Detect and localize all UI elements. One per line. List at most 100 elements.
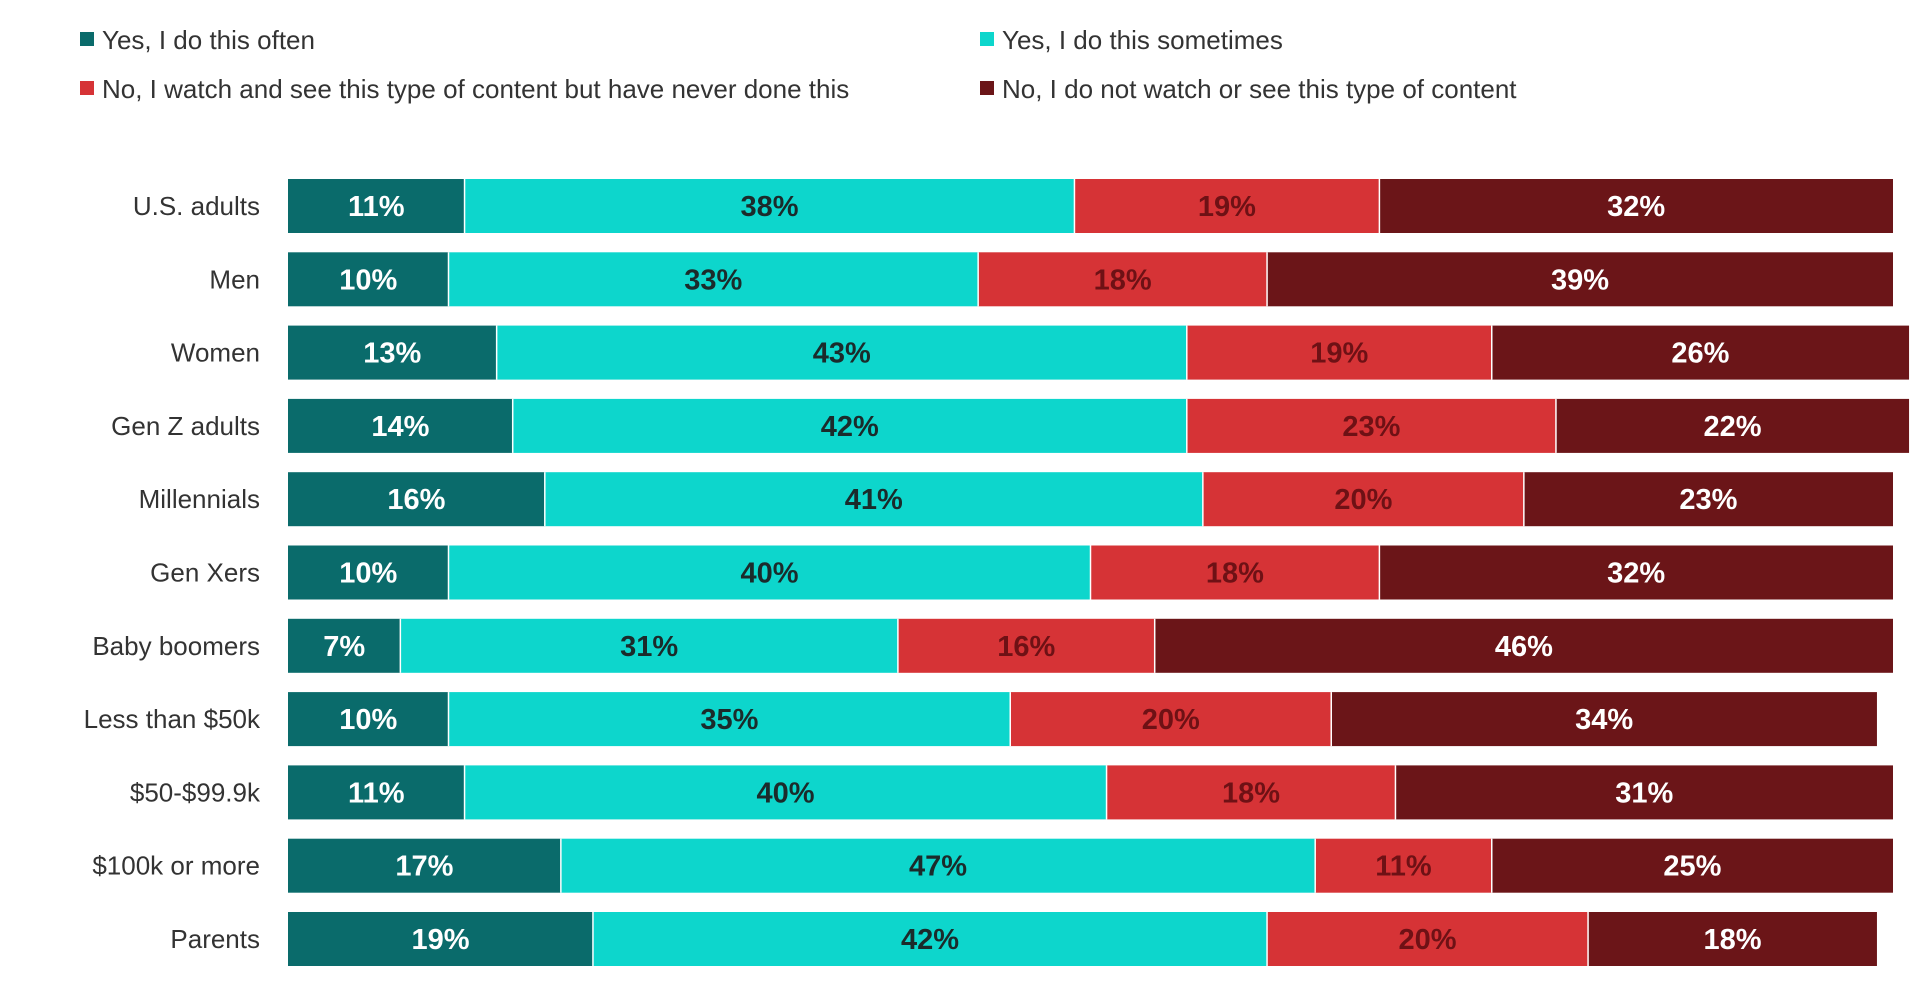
bar-segment — [1395, 765, 1893, 820]
bars: 11% 38% 19% 32% 10% 33% 18% 39% 13% 43% 19% 26% 14% 4… — [288, 179, 1910, 966]
data-label: 16% — [997, 631, 1055, 663]
legend: Yes, I do this often Yes, I do this somet… — [80, 25, 1517, 104]
data-label: 39% — [1551, 264, 1609, 296]
bar-segment — [288, 252, 449, 307]
bar-row: 11% 38% 19% 32% — [288, 179, 1893, 233]
bar-segment — [897, 618, 1155, 673]
category-label: Women — [171, 338, 260, 368]
data-label: 18% — [1206, 558, 1264, 590]
bar-segment — [512, 398, 1187, 453]
data-label: 40% — [757, 777, 815, 809]
data-label: 13% — [363, 338, 421, 370]
bar-row: 17% 47% 11% 25% — [288, 838, 1893, 893]
bar-row: 10% 33% 18% 39% — [288, 252, 1893, 307]
bar-segment — [1074, 179, 1380, 233]
data-label: 16% — [387, 484, 445, 516]
data-label: 20% — [1142, 704, 1200, 736]
legend-label: No, I watch and see this type of content… — [102, 74, 849, 104]
category-label: Gen Xers — [150, 558, 260, 588]
data-label: 10% — [339, 558, 397, 590]
data-label: 40% — [740, 558, 798, 590]
bar-segment — [1491, 838, 1893, 893]
data-label: 33% — [684, 264, 742, 296]
bar-row: 7% 31% 16% 46% — [288, 618, 1893, 673]
data-label: 10% — [339, 264, 397, 296]
legend-swatch — [80, 81, 94, 95]
bar-segment — [1267, 912, 1589, 966]
data-label: 19% — [411, 924, 469, 956]
data-label: 11% — [1375, 851, 1432, 883]
data-label: 11% — [348, 777, 405, 809]
category-label: Gen Z adults — [111, 411, 260, 441]
data-label: 42% — [821, 411, 879, 443]
bar-segment — [288, 618, 401, 673]
data-label: 31% — [1615, 777, 1673, 809]
bar-segment — [1555, 398, 1910, 453]
bar-segment — [496, 325, 1187, 380]
bar-segment — [288, 838, 561, 893]
data-label: 10% — [339, 704, 397, 736]
bar-segment — [978, 252, 1268, 307]
category-label: $100k or more — [92, 851, 260, 881]
bar-segment — [1090, 545, 1380, 600]
legend-item: Yes, I do this often — [80, 25, 315, 55]
data-label: 31% — [620, 631, 678, 663]
legend-swatch — [80, 32, 94, 46]
bar-row: 11% 40% 18% 31% — [288, 765, 1893, 820]
data-label: 26% — [1671, 338, 1729, 370]
bar-row: 16% 41% 20% 23% — [288, 472, 1893, 527]
bar-segment — [1379, 545, 1893, 600]
bar-segment — [448, 545, 1091, 600]
bar-segment — [1106, 765, 1396, 820]
bar-segment — [1186, 325, 1492, 380]
bar-row: 10% 40% 18% 32% — [288, 545, 1893, 600]
category-label: Millennials — [139, 484, 260, 514]
bar-segment — [544, 472, 1203, 527]
bar-segment — [288, 912, 593, 966]
bar-segment — [288, 325, 497, 380]
legend-swatch — [980, 32, 994, 46]
legend-label: Yes, I do this sometimes — [1002, 25, 1283, 55]
data-label: 14% — [371, 411, 429, 443]
data-label: 42% — [901, 924, 959, 956]
category-label: U.S. adults — [133, 191, 260, 221]
data-label: 47% — [909, 851, 967, 883]
data-label: 20% — [1399, 924, 1457, 956]
bar-segment — [1315, 838, 1492, 893]
data-label: 7% — [323, 631, 365, 663]
bar-row: 13% 43% 19% 26% — [288, 325, 1910, 380]
legend-item: No, I watch and see this type of content… — [80, 74, 849, 104]
bar-segment — [1523, 472, 1893, 527]
bar-segment — [288, 692, 449, 747]
category-label: Men — [209, 264, 260, 294]
data-label: 46% — [1495, 631, 1553, 663]
category-label: Parents — [170, 924, 260, 954]
legend-item: Yes, I do this sometimes — [980, 25, 1283, 55]
bar-segment — [1379, 179, 1893, 233]
data-label: 35% — [700, 704, 758, 736]
data-label: 22% — [1703, 411, 1761, 443]
category-axis: U.S. adults Men Women Gen Z adults Millennia… — [84, 191, 261, 954]
data-label: 19% — [1310, 338, 1368, 370]
bar-segment — [560, 838, 1316, 893]
legend-label: No, I do not watch or see this type of c… — [1002, 74, 1517, 104]
bar-segment — [1491, 325, 1910, 380]
bar-segment — [1186, 398, 1556, 453]
data-label: 41% — [845, 484, 903, 516]
data-label: 18% — [1222, 777, 1280, 809]
bar-segment — [288, 545, 449, 600]
data-label: 34% — [1575, 704, 1633, 736]
data-label: 32% — [1607, 558, 1665, 590]
data-label: 23% — [1679, 484, 1737, 516]
bar-segment — [1331, 692, 1877, 747]
data-label: 20% — [1334, 484, 1392, 516]
bar-segment — [288, 472, 545, 527]
bar-row: 19% 42% 20% 18% — [288, 912, 1877, 966]
data-label: 11% — [348, 191, 405, 223]
bar-segment — [448, 692, 1011, 747]
category-label: Baby boomers — [92, 631, 260, 661]
bar-row: 10% 35% 20% 34% — [288, 692, 1877, 747]
bar-segment — [1202, 472, 1524, 527]
bar-segment — [288, 765, 465, 820]
